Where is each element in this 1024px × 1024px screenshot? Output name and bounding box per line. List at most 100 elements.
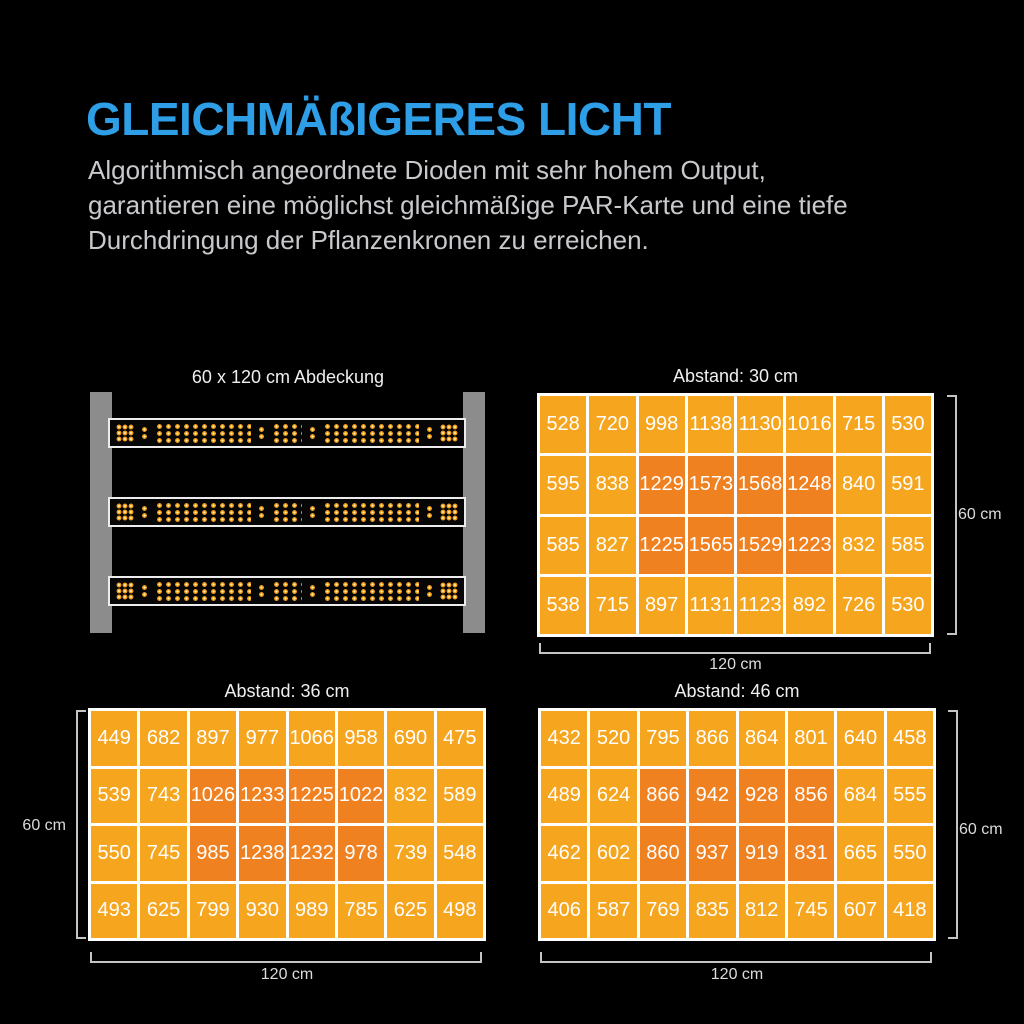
par-map-36cm-title: Abstand: 36 cm <box>224 681 350 701</box>
led-pair-icon <box>309 426 317 440</box>
par-cell: 406 <box>541 883 588 938</box>
par-cell: 1138 <box>687 396 734 454</box>
par-cell: 832 <box>835 516 882 574</box>
led-pair-icon <box>426 505 433 519</box>
led-bar-1 <box>108 418 466 448</box>
par-cell: 812 <box>738 883 785 938</box>
par-cell: 985 <box>189 826 237 881</box>
par-cell: 715 <box>589 576 636 634</box>
par-cell: 801 <box>787 711 835 766</box>
par-map-30cm: Abstand: 30 cm 528 720 998 1138 1130 1016 715 5… <box>537 366 1002 686</box>
par-table-46cm: 432 520 795 866 864 801 640 458 489 624 866 942 928 8… <box>538 708 936 941</box>
par-cell: 624 <box>590 768 637 823</box>
par-cell: 462 <box>541 826 588 881</box>
par-cell: 1123 <box>737 576 784 634</box>
par-cell: 866 <box>639 768 687 823</box>
width-dimension-label: 120 cm <box>260 966 314 983</box>
par-cell: 998 <box>638 396 685 454</box>
par-cell: 827 <box>589 516 636 574</box>
par-cell: 1022 <box>337 768 385 823</box>
par-cell: 785 <box>337 883 385 938</box>
led-field <box>271 422 303 444</box>
par-cell: 690 <box>387 711 434 766</box>
par-cell: 835 <box>689 883 736 938</box>
led-pair-icon <box>426 426 433 440</box>
led-field <box>155 501 251 523</box>
mounting-rail-left <box>90 392 112 633</box>
width-dimension-label: 120 cm <box>710 966 764 983</box>
par-cell: 958 <box>337 711 385 766</box>
par-cell: 743 <box>140 768 187 823</box>
par-cell: 539 <box>91 768 138 823</box>
height-dimension-label: 60 cm <box>22 817 66 834</box>
led-field <box>271 580 303 602</box>
par-cell: 489 <box>541 768 588 823</box>
page-title: GLEICHMÄßIGERES LICHT <box>86 93 671 145</box>
par-cell: 585 <box>540 516 587 574</box>
par-cell: 449 <box>91 711 138 766</box>
led-field <box>323 580 419 602</box>
par-cell: 498 <box>436 883 483 938</box>
par-cell: 587 <box>590 883 637 938</box>
par-map-46cm: Abstand: 46 cm 432 520 795 866 864 801 640 458 4… <box>538 681 1003 1001</box>
par-cell: 715 <box>835 396 882 454</box>
par-map-36cm: Abstand: 36 cm 449 682 897 977 1066 958 690 475… <box>22 681 486 1001</box>
height-dimension-bracket <box>948 710 958 939</box>
par-cell: 1026 <box>189 768 237 823</box>
led-pair-icon <box>257 426 265 440</box>
par-cell: 745 <box>787 883 835 938</box>
led-pair-icon <box>426 584 433 598</box>
par-cell: 1131 <box>687 576 734 634</box>
par-cell: 493 <box>91 883 138 938</box>
par-cell: 720 <box>589 396 636 454</box>
par-cell: 989 <box>288 883 335 938</box>
par-cell: 897 <box>638 576 685 634</box>
par-cell: 602 <box>590 826 637 881</box>
par-cell: 548 <box>436 826 483 881</box>
led-pair-icon <box>141 426 148 440</box>
par-map-46cm-title: Abstand: 46 cm <box>674 681 800 701</box>
par-cell: 1016 <box>786 396 833 454</box>
led-field <box>323 501 419 523</box>
par-cell: 1233 <box>239 768 286 823</box>
led-bar-3 <box>108 576 466 606</box>
width-dimension-bracket <box>540 952 932 963</box>
par-cell: 832 <box>387 768 434 823</box>
par-cell: 739 <box>387 826 434 881</box>
par-cell: 1568 <box>737 456 784 514</box>
par-cell: 520 <box>590 711 637 766</box>
coverage-diagram <box>88 392 487 637</box>
par-cell: 625 <box>140 883 187 938</box>
par-cell: 838 <box>589 456 636 514</box>
led-cluster-icon <box>116 582 134 600</box>
height-dimension-label: 60 cm <box>958 506 1002 523</box>
par-cell: 1573 <box>687 456 734 514</box>
led-cluster-icon <box>116 503 134 521</box>
led-field <box>155 580 251 602</box>
par-cell: 919 <box>738 826 785 881</box>
led-field <box>155 422 251 444</box>
par-cell: 795 <box>639 711 687 766</box>
par-cell: 538 <box>540 576 587 634</box>
par-cell: 799 <box>189 883 237 938</box>
led-cluster-icon <box>440 424 458 442</box>
led-cluster-icon <box>440 582 458 600</box>
par-cell: 930 <box>239 883 286 938</box>
par-cell: 607 <box>837 883 884 938</box>
par-cell: 458 <box>886 711 933 766</box>
height-dimension-label: 60 cm <box>959 821 1003 838</box>
par-cell: 665 <box>837 826 884 881</box>
led-pair-icon <box>309 505 317 519</box>
par-cell: 625 <box>387 883 434 938</box>
led-pair-icon <box>141 584 148 598</box>
par-cell: 860 <box>639 826 687 881</box>
par-cell: 864 <box>738 711 785 766</box>
par-cell: 1130 <box>737 396 784 454</box>
coverage-diagram-title: 60 x 120 cm Abdeckung <box>191 367 385 387</box>
width-dimension-bracket <box>90 952 482 963</box>
led-pair-icon <box>309 584 317 598</box>
par-cell: 928 <box>738 768 785 823</box>
par-cell: 1066 <box>288 711 335 766</box>
par-cell: 418 <box>886 883 933 938</box>
